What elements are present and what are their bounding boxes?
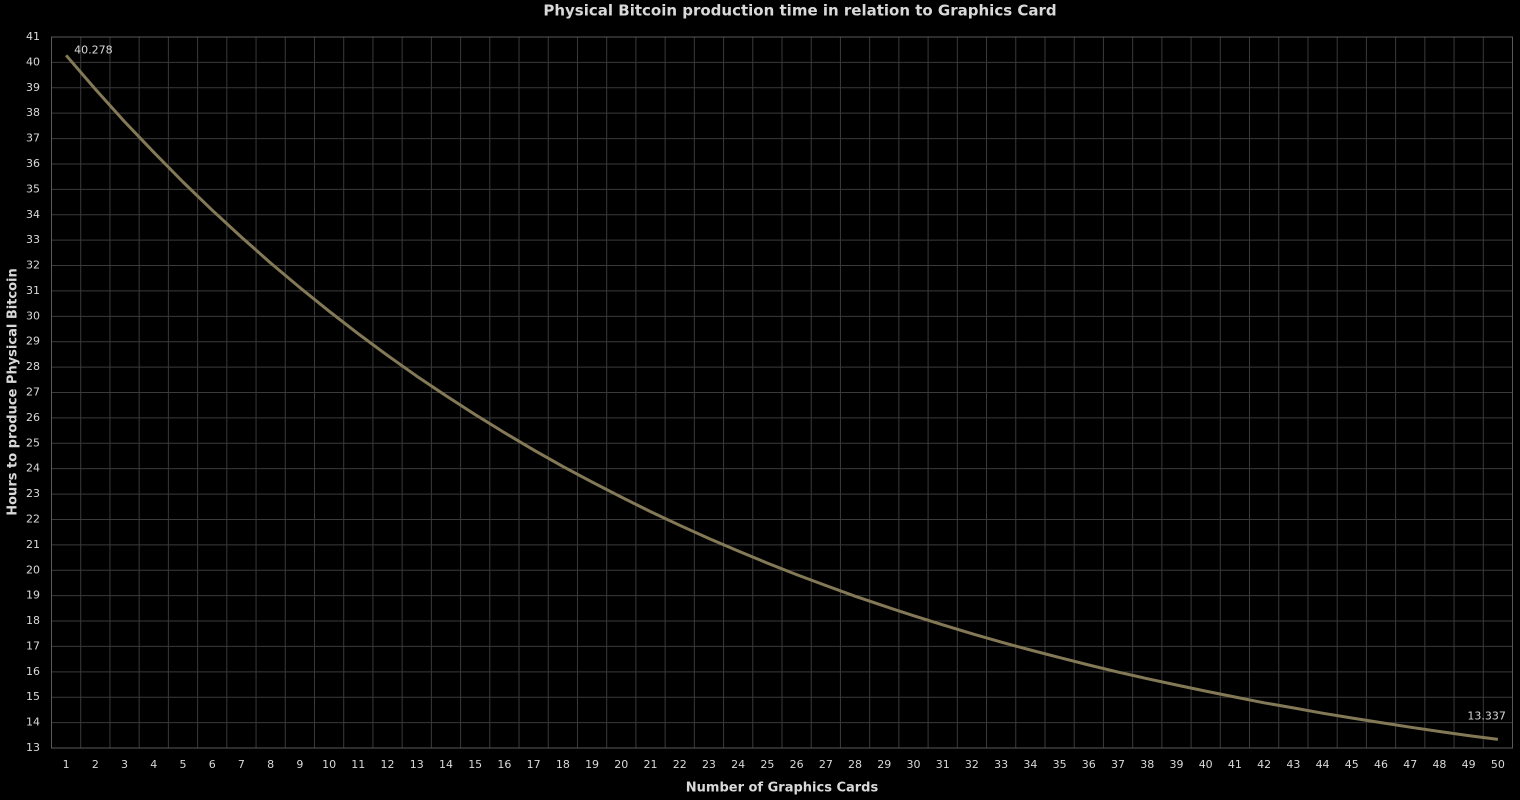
x-tick-label: 11 [351,758,365,771]
plot-border [51,36,1513,749]
x-tick-label: 23 [702,758,716,771]
x-tick-label: 24 [731,758,745,771]
y-tick-label: 29 [26,335,40,348]
x-tick-label: 20 [614,758,628,771]
y-tick-label: 13 [26,741,40,754]
chart-title: Physical Bitcoin production time in rela… [543,2,1056,20]
x-tick-label: 18 [556,758,570,771]
y-tick-label: 14 [26,716,40,729]
x-tick-label: 39 [1169,758,1183,771]
x-tick-label: 14 [439,758,453,771]
y-tick-label: 15 [26,690,40,703]
y-tick-label: 16 [26,665,40,678]
data-label: 40.278 [74,43,113,56]
x-tick-label: 26 [790,758,804,771]
x-tick-label: 48 [1432,758,1446,771]
x-tick-label: 35 [1053,758,1067,771]
x-tick-label: 4 [150,758,157,771]
y-tick-label: 28 [26,360,40,373]
x-tick-label: 8 [267,758,274,771]
x-tick-label: 43 [1286,758,1300,771]
x-tick-label: 31 [936,758,950,771]
data-label: 13.337 [1467,709,1506,722]
x-tick-label: 16 [497,758,511,771]
x-tick-label: 5 [179,758,186,771]
y-tick-label: 25 [26,436,40,449]
y-tick-label: 24 [26,462,40,475]
y-tick-label: 40 [26,55,40,68]
x-tick-label: 3 [121,758,128,771]
x-tick-label: 49 [1462,758,1476,771]
x-tick-label: 1 [63,758,70,771]
y-tick-label: 38 [26,106,40,119]
x-tick-label: 17 [527,758,541,771]
x-tick-label: 22 [673,758,687,771]
x-tick-label: 27 [819,758,833,771]
x-tick-label: 34 [1023,758,1037,771]
x-tick-label: 41 [1228,758,1242,771]
x-tick-label: 6 [209,758,216,771]
x-tick-label: 36 [1082,758,1096,771]
y-tick-label: 17 [26,639,40,652]
x-tick-label: 47 [1403,758,1417,771]
y-tick-label: 23 [26,487,40,500]
x-tick-label: 42 [1257,758,1271,771]
y-tick-label: 37 [26,132,40,145]
x-tick-label: 29 [877,758,891,771]
x-tick-label: 38 [1140,758,1154,771]
x-tick-label: 46 [1374,758,1388,771]
y-tick-label: 35 [26,182,40,195]
y-tick-label: 30 [26,309,40,322]
y-tick-label: 22 [26,512,40,525]
y-tick-label: 26 [26,411,40,424]
y-tick-label: 34 [26,208,40,221]
y-axis-title: Hours to produce Physical Bitcoin [6,268,21,516]
y-tick-label: 41 [26,30,40,43]
x-tick-label: 2 [92,758,99,771]
y-tick-label: 33 [26,233,40,246]
y-tick-label: 32 [26,259,40,272]
y-tick-label: 36 [26,157,40,170]
y-tick-label: 20 [26,563,40,576]
y-tick-label: 18 [26,614,40,627]
y-tick-label: 27 [26,386,40,399]
x-tick-label: 45 [1345,758,1359,771]
x-tick-label: 12 [381,758,395,771]
x-tick-label: 28 [848,758,862,771]
x-tick-label: 7 [238,758,245,771]
data-line [64,54,1499,741]
x-tick-label: 32 [965,758,979,771]
x-tick-label: 33 [994,758,1008,771]
x-tick-label: 19 [585,758,599,771]
y-tick-label: 19 [26,589,40,602]
x-tick-label: 21 [644,758,658,771]
x-tick-label: 13 [410,758,424,771]
x-tick-label: 50 [1491,758,1505,771]
x-tick-label: 9 [296,758,303,771]
x-tick-label: 15 [468,758,482,771]
x-tick-label: 30 [906,758,920,771]
x-tick-label: 10 [322,758,336,771]
x-tick-label: 37 [1111,758,1125,771]
x-tick-label: 25 [760,758,774,771]
x-tick-label: 44 [1316,758,1330,771]
x-axis-title: Number of Graphics Cards [686,781,879,796]
y-tick-label: 31 [26,284,40,297]
y-tick-label: 21 [26,538,40,551]
x-tick-label: 40 [1199,758,1213,771]
y-tick-label: 39 [26,81,40,94]
